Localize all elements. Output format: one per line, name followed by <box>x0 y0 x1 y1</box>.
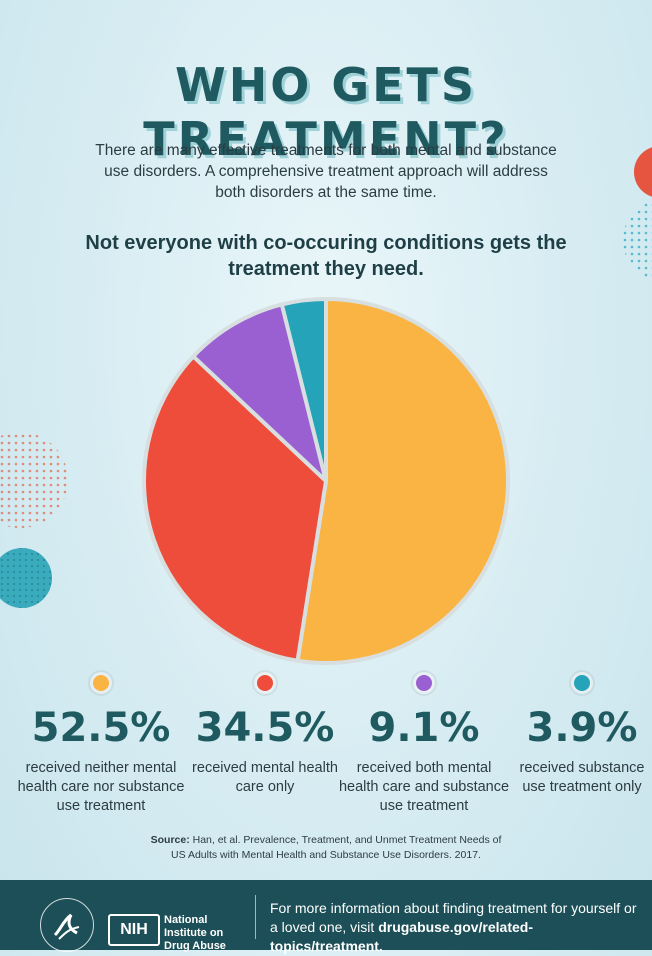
hhs-seal-icon <box>40 898 94 952</box>
footer-more-text: For more information about finding treat… <box>270 900 637 935</box>
source-citation: Source: Han, et al. Prevalence, Treatmen… <box>150 833 502 863</box>
footer-more-info: For more information about finding treat… <box>270 899 645 956</box>
stat-label: received substance use treatment only <box>519 760 645 795</box>
pie-chart <box>142 297 510 665</box>
intro-text: There are many effective treatments for … <box>95 142 557 201</box>
legend-dot-neither <box>93 675 109 691</box>
stat-value: 52.5% <box>31 705 171 751</box>
stat-label: received neither mental health care nor … <box>17 760 185 814</box>
footer-divider <box>255 895 256 939</box>
stat-value: 34.5% <box>195 705 335 751</box>
stat-substance-only: 3.9% received substance use treatment on… <box>512 675 652 797</box>
source-prefix: Source: <box>150 834 190 846</box>
stat-mental-only: 34.5% received mental health care only <box>190 675 340 797</box>
pie-slice-0 <box>295 297 510 665</box>
stat-label: received both mental health care and sub… <box>338 760 510 814</box>
legend-dot-mental-only <box>257 675 273 691</box>
pie-slice-3 <box>279 297 328 483</box>
pie-slice-1 <box>142 354 328 663</box>
stat-neither: 52.5% received neither mental health car… <box>16 675 186 816</box>
chart-subhead: Not everyone with co-occuring conditions… <box>85 232 567 280</box>
stat-label: received mental health care only <box>192 760 338 795</box>
nih-institute-name: National Institute on Drug Abuse <box>164 914 226 952</box>
stat-value: 3.9% <box>526 705 638 751</box>
legend-dot-substance-only <box>574 675 590 691</box>
legend-dot-both <box>416 675 432 691</box>
stat-both: 9.1% received both mental health care an… <box>338 675 510 816</box>
nih-logo: NIH <box>108 914 160 946</box>
page-title: WHO GETS TREATMENT? <box>143 58 509 166</box>
source-text: Han, et al. Prevalence, Treatment, and U… <box>171 834 502 861</box>
stat-value: 9.1% <box>368 705 480 751</box>
